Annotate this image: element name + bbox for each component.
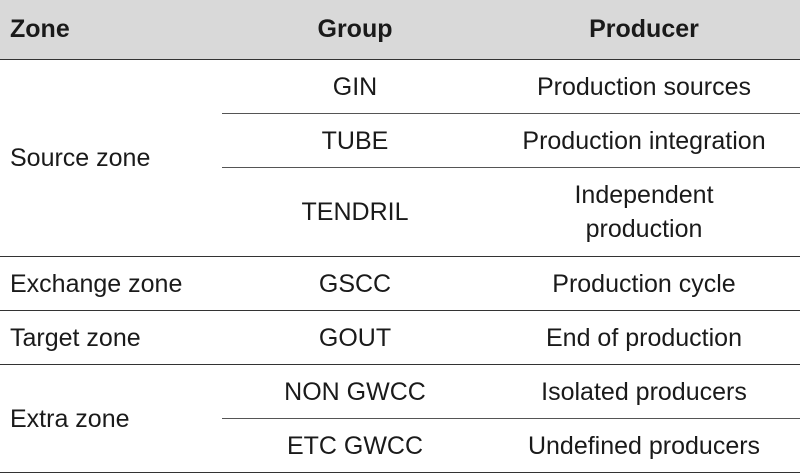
group-cell: GOUT <box>222 310 488 365</box>
header-zone: Zone <box>0 0 222 60</box>
producer-cell: Production integration <box>488 113 800 168</box>
zone-cell: Exchange zone <box>0 256 222 311</box>
producer-cell: Independent production <box>488 167 800 257</box>
table-header: Zone Group Producer <box>0 0 800 60</box>
table-body: Source zone GIN Production sources TUBE … <box>0 59 800 473</box>
table-row: TENDRIL Independent production <box>0 167 800 257</box>
zone-cell: Source zone <box>0 59 222 257</box>
producer-cell: Isolated producers <box>488 364 800 419</box>
table-row: Extra zone NON GWCC Isolated producers <box>0 364 800 473</box>
header-group: Group <box>222 0 488 60</box>
producer-cell: Undefined producers <box>488 418 800 473</box>
table-row: TUBE Production integration <box>0 113 800 168</box>
group-cell: TUBE <box>222 113 488 168</box>
group-cell: NON GWCC <box>222 364 488 419</box>
producer-cell: Production sources <box>488 59 800 114</box>
header-producer: Producer <box>488 0 800 60</box>
table-row: Target zone GOUT End of production <box>0 310 800 365</box>
producer-cell: Production cycle <box>488 256 800 311</box>
table-row: Exchange zone GSCC Production cycle <box>0 256 800 311</box>
zone-cell: Target zone <box>0 310 222 365</box>
zone-cell: Extra zone <box>0 364 222 473</box>
group-cell: GSCC <box>222 256 488 311</box>
header-row: Zone Group Producer <box>0 0 800 60</box>
group-cell: ETC GWCC <box>222 418 488 473</box>
group-cell: TENDRIL <box>222 167 488 257</box>
table-row: ETC GWCC Undefined producers <box>0 418 800 473</box>
table-row: Source zone GIN Production sources <box>0 59 800 257</box>
producer-cell: End of production <box>488 310 800 365</box>
group-cell: GIN <box>222 59 488 114</box>
